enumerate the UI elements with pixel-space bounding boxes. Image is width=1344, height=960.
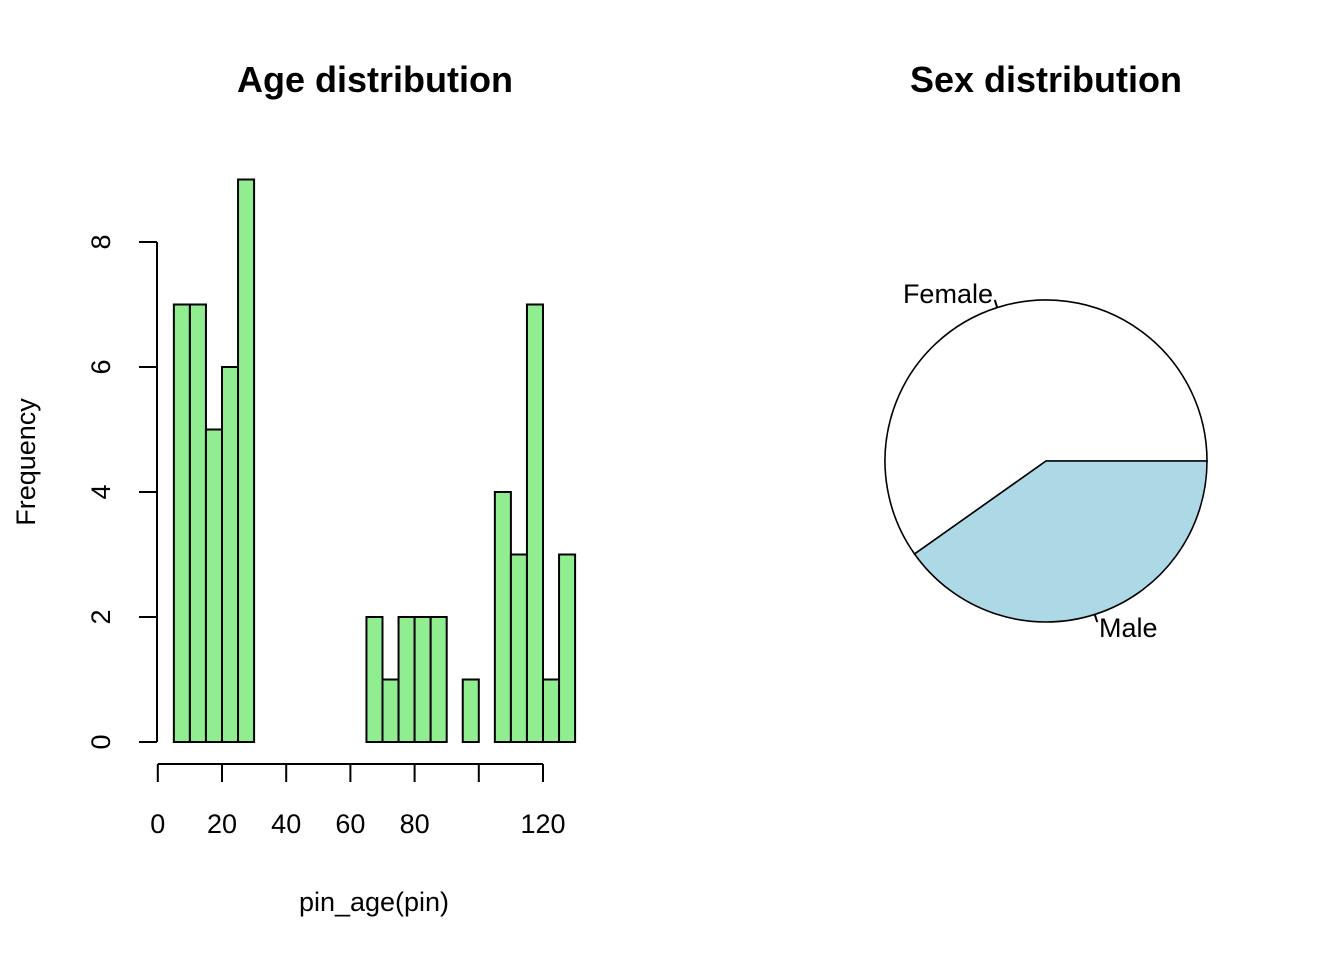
histogram-bar — [172, 303, 191, 743]
y-axis-label: Frequency — [11, 398, 41, 526]
pie-leader-line — [993, 299, 999, 308]
y-tick-label: 6 — [86, 359, 116, 374]
x-tick-label: 60 — [335, 809, 365, 839]
sex-pie-chart: Sex distribution Female Male — [884, 59, 1208, 643]
pie-labels: Female Male — [903, 279, 1158, 643]
y-tick-label: 0 — [86, 734, 116, 749]
pie-leader-line — [1093, 614, 1099, 623]
histogram-bar — [461, 678, 480, 743]
histogram-bar — [237, 178, 256, 743]
x-axis-label: pin_age(pin) — [299, 887, 449, 917]
y-axis-ticks: 0 2 4 6 8 — [86, 234, 157, 750]
histogram-bar — [188, 303, 207, 743]
y-tick-label: 4 — [86, 484, 116, 499]
pie-title: Sex distribution — [910, 59, 1182, 100]
histogram-bar — [221, 366, 240, 743]
histogram-bar — [542, 678, 561, 743]
histogram-bar — [381, 678, 400, 743]
pie-slice-female — [884, 299, 1208, 556]
x-tick-label: 80 — [400, 809, 430, 839]
histogram-bar — [558, 553, 577, 743]
histogram-bar — [429, 616, 448, 743]
histogram-bar — [525, 303, 545, 743]
x-tick-label: 120 — [520, 809, 565, 839]
histogram-title: Age distribution — [237, 59, 513, 100]
y-tick-label: 8 — [86, 234, 116, 249]
y-tick-label: 2 — [86, 609, 116, 624]
histogram-bar — [365, 616, 384, 743]
histogram-bar — [204, 428, 223, 743]
pie-slice-male — [913, 460, 1208, 623]
x-tick-label: 40 — [271, 809, 301, 839]
histogram-bar — [509, 553, 528, 743]
x-tick-label: 20 — [207, 809, 237, 839]
age-histogram: Age distribution 0 20 40 60 80 120 0 2 4 6 8 pin_… — [11, 59, 577, 917]
pie-label-female: Female — [903, 279, 993, 309]
histogram-bar — [397, 616, 416, 743]
x-axis-ticks: 0 20 40 60 80 120 — [150, 764, 566, 839]
histogram-bar — [493, 491, 512, 743]
histogram-bar — [413, 616, 432, 743]
histogram-bars — [172, 178, 577, 743]
x-tick-label: 0 — [150, 809, 165, 839]
pie-slices — [884, 299, 1208, 623]
pie-label-male: Male — [1099, 613, 1158, 643]
